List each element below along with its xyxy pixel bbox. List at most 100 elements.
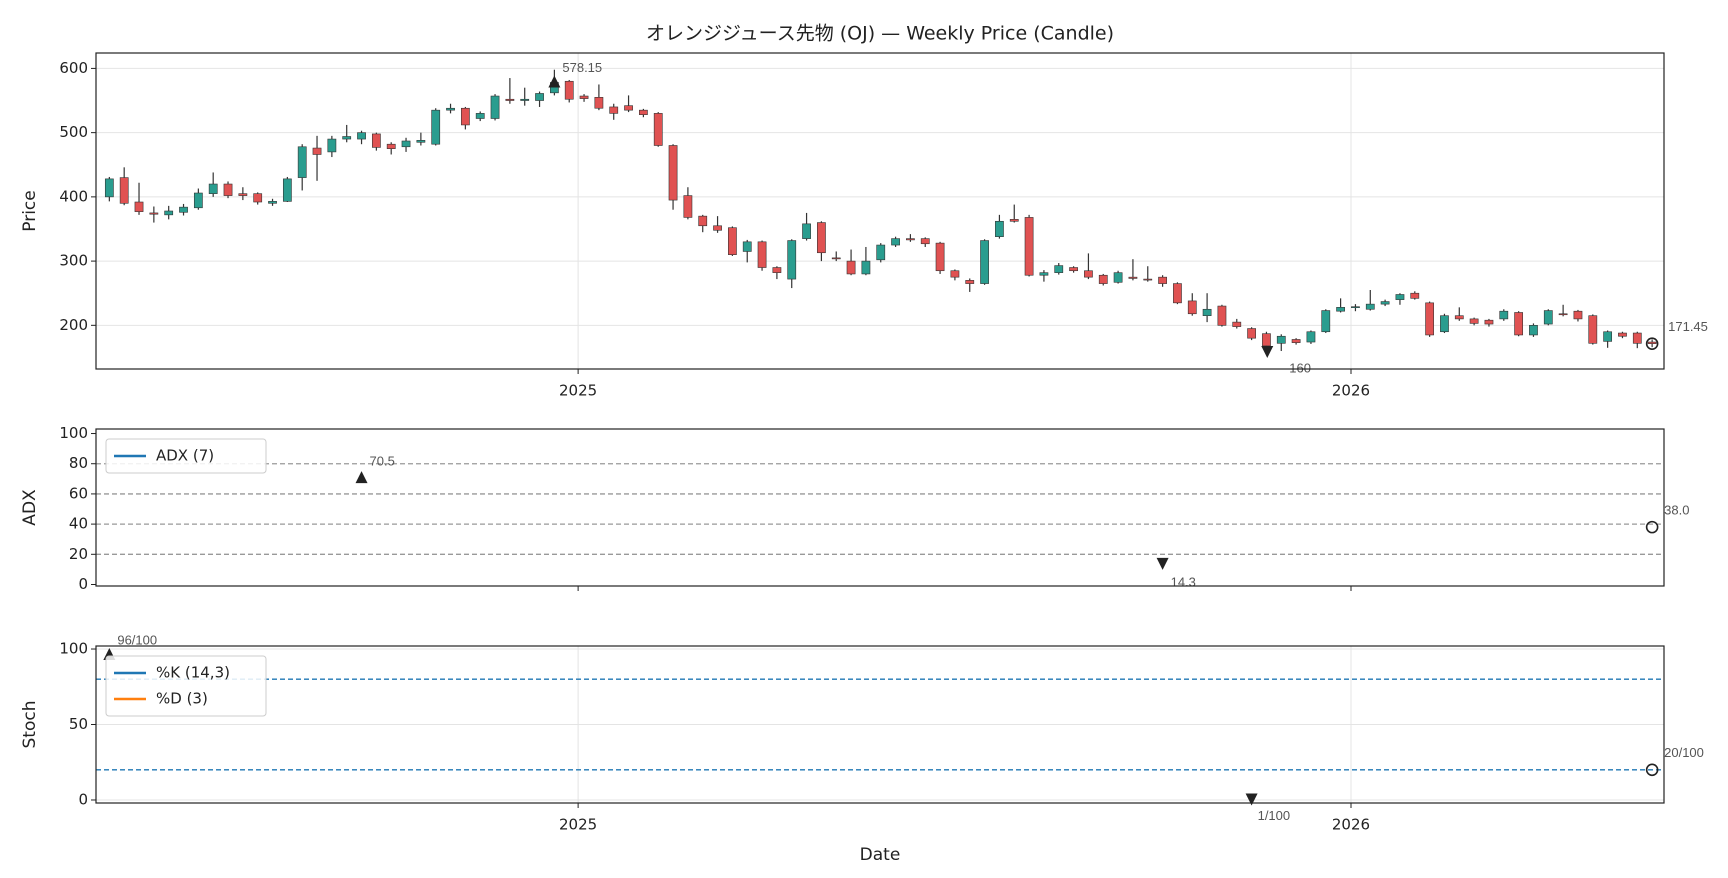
candle-body	[312, 147, 322, 155]
candle-body	[683, 195, 693, 218]
candle-body	[698, 215, 708, 227]
y-axis-label: ADX	[20, 489, 40, 526]
candle-body	[1202, 308, 1212, 316]
candle-body	[653, 113, 663, 146]
candle-body	[935, 242, 945, 272]
candle-body	[1069, 267, 1078, 272]
candle-body	[327, 138, 337, 153]
candle-body	[950, 270, 960, 278]
y-tick-label: 0	[78, 575, 88, 593]
candle-body	[728, 227, 737, 255]
candle-body	[1158, 276, 1167, 284]
candle-body	[668, 145, 678, 201]
y-tick-label: 400	[59, 187, 88, 205]
candle-body	[1395, 294, 1405, 300]
candle-body	[282, 178, 292, 202]
y-tick-label: 80	[69, 454, 88, 472]
candle-body	[846, 260, 856, 275]
last-marker	[1645, 337, 1659, 350]
candle-body	[1632, 332, 1642, 344]
y-tick-label: 40	[69, 515, 88, 533]
last-annotation: 171.45	[1668, 319, 1708, 334]
y-tick-label: 300	[59, 252, 88, 270]
candle-body	[357, 132, 366, 140]
candle-body	[1187, 300, 1197, 315]
candle-body	[817, 222, 826, 254]
candle-body	[1380, 301, 1390, 305]
candle-body	[342, 136, 352, 140]
candle-body	[1128, 276, 1138, 279]
x-axis-label: Date	[860, 845, 901, 865]
candle-body	[757, 241, 767, 268]
last-annotation: 38.0	[1664, 503, 1689, 518]
candle-body	[1351, 306, 1360, 308]
candle-body	[594, 97, 604, 109]
plot-frame	[95, 428, 1665, 587]
plot-frame	[95, 52, 1665, 370]
y-tick-label: 0	[78, 790, 88, 808]
y-axis-label: Price	[20, 190, 40, 231]
last-annotation: 20/100	[1664, 745, 1704, 760]
y-tick-label: 200	[59, 316, 88, 334]
candle-body	[1232, 321, 1242, 327]
candle-body	[104, 178, 114, 198]
max-marker	[355, 471, 368, 484]
max-annotation: 70.5	[370, 454, 395, 469]
candle-body	[1217, 305, 1227, 326]
candle-body	[965, 280, 975, 284]
candle-body	[401, 140, 411, 148]
candle-body	[1558, 313, 1568, 316]
candle-body	[1039, 272, 1049, 276]
candle-body	[995, 220, 1004, 237]
candle-body	[1247, 328, 1256, 339]
candle-body	[1143, 278, 1153, 281]
candle-body	[208, 183, 218, 194]
candle-body	[1291, 339, 1301, 343]
candle-body	[1321, 310, 1331, 333]
candle-body	[1306, 331, 1316, 343]
candle-body	[179, 206, 188, 213]
candle-body	[1603, 331, 1613, 342]
max-annotation: 578.15	[562, 60, 602, 75]
legend-label: ADX (7)	[156, 447, 214, 465]
candle-body	[134, 201, 144, 212]
candle-body	[1440, 315, 1449, 333]
candle-body	[119, 177, 129, 204]
candle-body	[416, 140, 426, 143]
min-annotation: 1/100	[1258, 808, 1291, 823]
y-tick-label: 600	[59, 59, 88, 77]
candle-body	[1262, 333, 1271, 347]
y-tick-label: 20	[69, 545, 88, 563]
chart-title: オレンジジュース先物 (OJ) — Weekly Price (Candle)	[646, 23, 1114, 45]
candle-body	[1276, 335, 1286, 344]
candle-body	[1618, 332, 1627, 337]
candle-body	[1173, 283, 1182, 304]
candle-body	[772, 267, 782, 273]
candle-body	[579, 95, 589, 99]
candle-body	[1543, 310, 1553, 325]
candle-body	[1588, 315, 1598, 344]
candle-body	[891, 238, 900, 246]
candle-body	[742, 241, 752, 252]
candle-body	[1454, 315, 1464, 320]
x-tick-label: 2025	[559, 816, 597, 834]
candle-body	[193, 192, 203, 209]
candle-body	[609, 106, 619, 114]
candle-body	[475, 113, 485, 119]
candle-body	[297, 146, 307, 178]
y-tick-label: 50	[69, 715, 88, 733]
max-annotation: 96/100	[117, 632, 157, 647]
candle-body	[1024, 217, 1034, 276]
candle-body	[1054, 265, 1064, 273]
candle-body	[639, 109, 648, 115]
candle-body	[1425, 302, 1434, 336]
candle-body	[460, 107, 470, 126]
candle-body	[386, 143, 396, 149]
candle-body	[520, 98, 530, 101]
min-marker	[1245, 793, 1258, 806]
candle-body	[624, 105, 633, 111]
candle-body	[802, 223, 811, 239]
candle-body	[164, 210, 174, 216]
last-marker	[1645, 763, 1659, 777]
